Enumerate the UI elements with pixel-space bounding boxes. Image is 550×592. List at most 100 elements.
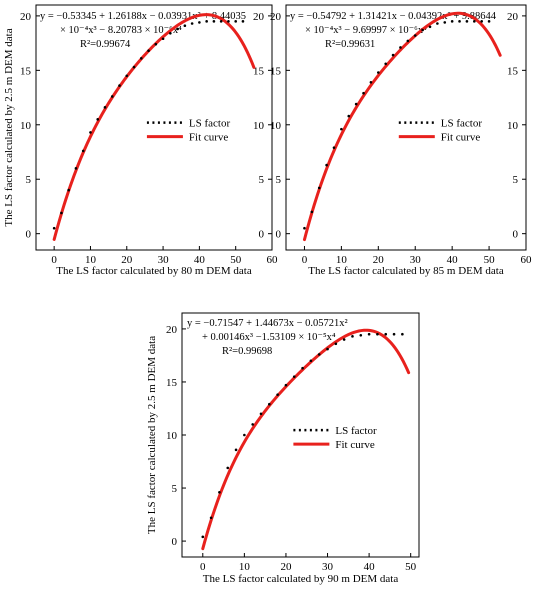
ls-factor-point xyxy=(310,210,314,214)
y-tick-label: 0 xyxy=(276,229,282,241)
ls-factor-point xyxy=(67,188,70,192)
y-tick-label: 20 xyxy=(166,324,178,336)
right-tick-label: 10 xyxy=(253,120,265,132)
ls-factor-point xyxy=(303,226,306,230)
ls-factor-point xyxy=(458,20,461,23)
ls-factor-point xyxy=(325,163,328,167)
ls-factor-point xyxy=(292,375,296,378)
ls-factor-point xyxy=(309,359,313,363)
ls-factor-point xyxy=(384,332,388,336)
x-tick-label: 10 xyxy=(85,254,97,266)
ls-factor-point xyxy=(480,20,483,23)
x-tick-label: 0 xyxy=(51,254,57,266)
y-tick-label: 10 xyxy=(270,120,282,132)
ls-factor-point xyxy=(334,342,338,346)
ls-factor-point xyxy=(219,20,223,23)
ls-factor-point xyxy=(234,20,237,23)
ls-factor-point xyxy=(351,335,354,338)
ls-factor-point xyxy=(259,412,263,416)
legend-label-ls-factor: LS factor xyxy=(441,118,483,130)
legend-label-ls-factor: LS factor xyxy=(189,118,231,130)
r-squared-label: R²=0.99674 xyxy=(80,39,131,50)
fit-equation-line-2: + 0.00146x³ −1.53109 × 10⁻⁵x⁴ xyxy=(202,332,336,343)
plot-frame xyxy=(285,4,527,251)
ls-factor-point xyxy=(205,20,208,23)
ls-factor-point xyxy=(347,114,351,118)
ls-factor-point xyxy=(487,20,491,23)
legend-label-fit-curve: Fit curve xyxy=(335,439,375,451)
r-squared-label: R²=0.99631 xyxy=(325,39,375,50)
ls-factor-point xyxy=(401,332,404,336)
ls-factor-point xyxy=(209,516,213,520)
x-tick-label: 20 xyxy=(280,561,292,573)
y-tick-label: 10 xyxy=(20,120,32,132)
ls-factor-point xyxy=(52,226,56,230)
ls-factor-point xyxy=(60,211,63,215)
fit-equation-line-2: × 10⁻⁴x³ − 8.20783 × 10⁻⁶x⁴ xyxy=(60,25,182,36)
right-tick-label: 0 xyxy=(259,229,265,241)
ls-factor-point xyxy=(317,186,321,190)
r-squared-label: R²=0.99698 xyxy=(222,346,272,357)
legend-label-ls-factor: LS factor xyxy=(335,425,377,437)
y-tick-label: 20 xyxy=(270,11,282,23)
ls-factor-point xyxy=(384,62,387,66)
ls-factor-point xyxy=(428,25,432,29)
ls-factor-point xyxy=(226,466,230,470)
right-tick-label: 20 xyxy=(253,11,265,23)
x-tick-label: 40 xyxy=(364,561,376,573)
ls-factor-point xyxy=(243,433,246,437)
ls-factor-point xyxy=(332,146,336,149)
y-tick-label: 5 xyxy=(26,174,32,186)
x-tick-label: 10 xyxy=(239,561,251,573)
ls-factor-point xyxy=(241,20,245,23)
right-tick-label: 20 xyxy=(507,11,519,23)
x-tick-label: 0 xyxy=(200,561,206,573)
ls-factor-point xyxy=(399,46,402,49)
right-tick-label: 5 xyxy=(259,174,265,186)
ls-factor-point xyxy=(377,71,380,74)
right-tick-label: 10 xyxy=(507,120,519,132)
ls-factor-point xyxy=(284,383,288,387)
ls-factor-point xyxy=(118,84,121,87)
legend-label-fit-curve: Fit curve xyxy=(189,132,229,144)
ls-factor-point xyxy=(89,131,92,134)
ls-factor-point xyxy=(74,167,78,170)
ls-factor-point xyxy=(147,49,150,53)
x-tick-label: 30 xyxy=(322,561,334,573)
ls-factor-point xyxy=(96,118,100,121)
x-axis-label: The LS factor calculated by 85 m DEM dat… xyxy=(308,265,504,277)
x-axis-label: The LS factor calculated by 80 m DEM dat… xyxy=(56,265,252,277)
ls-factor-point xyxy=(406,39,410,43)
ls-factor-point xyxy=(473,20,476,23)
right-tick-label: 5 xyxy=(513,174,519,186)
ls-factor-point xyxy=(450,20,454,23)
ls-factor-point xyxy=(201,535,205,539)
y-tick-label: 10 xyxy=(166,430,178,442)
ls-factor-point xyxy=(218,490,221,494)
x-tick-label: 30 xyxy=(410,254,422,266)
ls-factor-point xyxy=(103,106,107,109)
y-tick-label: 15 xyxy=(166,377,178,389)
y-tick-label: 15 xyxy=(270,65,282,77)
ls-factor-point xyxy=(227,20,230,23)
x-tick-label: 50 xyxy=(230,254,242,266)
ls-factor-point xyxy=(212,20,216,23)
ls-factor-point xyxy=(421,28,424,32)
ls-factor-point xyxy=(198,21,201,24)
fit-equation-line-1: y = −0.71547 + 1.44673x − 0.05721x² xyxy=(187,318,348,329)
y-tick-label: 0 xyxy=(26,229,32,241)
y-tick-label: 15 xyxy=(20,65,32,77)
ls-factor-point xyxy=(317,353,321,356)
fit-equation-line-2: × 10⁻⁴x³ − 9.69997 × 10⁻⁶x⁴ xyxy=(305,25,427,36)
right-tick-label: 15 xyxy=(507,65,519,77)
ls-factor-point xyxy=(139,57,143,60)
y-tick-label: 20 xyxy=(20,11,32,23)
ls-factor-point xyxy=(367,332,371,336)
ls-factor-point xyxy=(413,34,417,37)
fit-curve-line xyxy=(302,11,502,242)
ls-factor-point xyxy=(326,347,329,351)
ls-factor-point xyxy=(276,393,279,396)
ls-factor-point xyxy=(234,448,238,452)
